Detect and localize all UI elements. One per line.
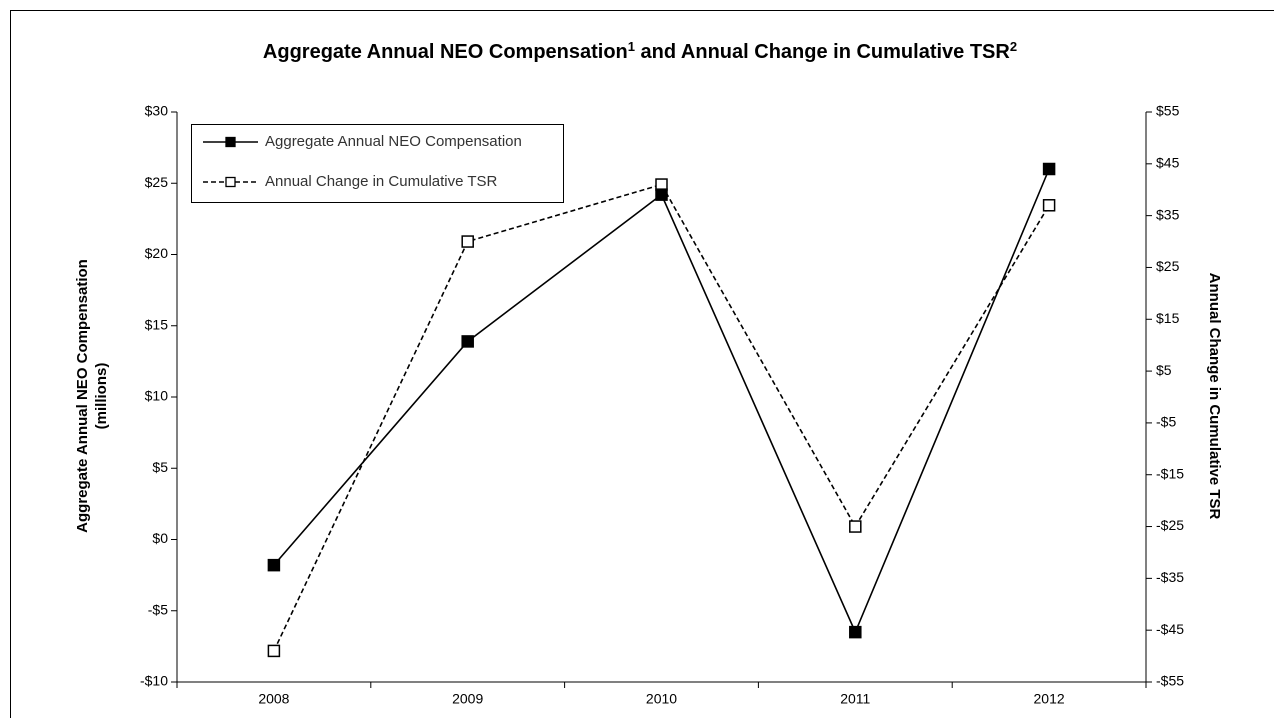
y2-tick-label: $5 [1156,362,1172,378]
y-tick-label: $20 [145,245,169,261]
y-tick-label: $5 [152,459,168,475]
marker [849,625,862,639]
y-tick-label: $25 [145,174,169,190]
y-tick-label: -$10 [140,673,168,689]
y-tick-label: $10 [145,388,169,404]
y2-tick-label: -$15 [1156,465,1184,481]
y-tick-label: $0 [152,530,168,546]
marker [849,520,862,533]
title-text: Aggregate Annual NEO Compensation [263,41,628,63]
x-tick-label: 2010 [646,691,677,707]
y2-axis-label: Annual Change in Cumulative TSR [1206,273,1223,520]
legend-label: Annual Change in Cumulative TSR [265,173,498,190]
title-text: and Annual Change in Cumulative TSR [635,41,1010,63]
y2-tick-label: $15 [1156,310,1180,326]
y-tick-label: $15 [145,316,169,332]
title-superscript: 2 [1010,39,1017,54]
y2-tick-label: $45 [1156,155,1180,171]
marker [655,188,668,201]
marker [1042,162,1056,176]
x-tick-label: 2011 [840,691,870,707]
marker [1042,199,1056,212]
y2-tick-label: -$45 [1156,621,1184,637]
legend-label: Aggregate Annual NEO Compensation [265,133,522,150]
title-superscript: 1 [628,39,635,54]
series-line [273,168,1050,635]
marker [267,644,281,658]
x-tick-label: 2012 [1034,691,1065,707]
x-tick-label: 2008 [258,691,289,707]
marker [461,335,474,348]
x-tick-label: 2009 [452,691,483,707]
y2-tick-label: $25 [1156,258,1180,274]
marker [461,235,474,248]
frame [10,10,1274,718]
legend-marker [225,136,236,148]
y2-tick-label: -$35 [1156,569,1184,585]
y2-tick-label: -$55 [1156,673,1184,689]
y2-tick-label: $55 [1156,103,1180,119]
legend-marker [225,176,236,188]
series-line [273,183,1050,652]
y-tick-label: $30 [145,103,169,119]
y-axis-label: (millions) [93,363,110,430]
y2-tick-label: $35 [1156,206,1180,222]
y-axis-label: Aggregate Annual NEO Compensation [74,259,91,533]
legend-box [191,124,564,203]
y2-tick-label: -$5 [1156,414,1176,430]
y-tick-label: -$5 [148,601,168,617]
chart-title: Aggregate Annual NEO Compensation1 and A… [263,39,1017,63]
marker [267,558,281,572]
y2-tick-label: -$25 [1156,517,1184,533]
marker [655,178,668,191]
